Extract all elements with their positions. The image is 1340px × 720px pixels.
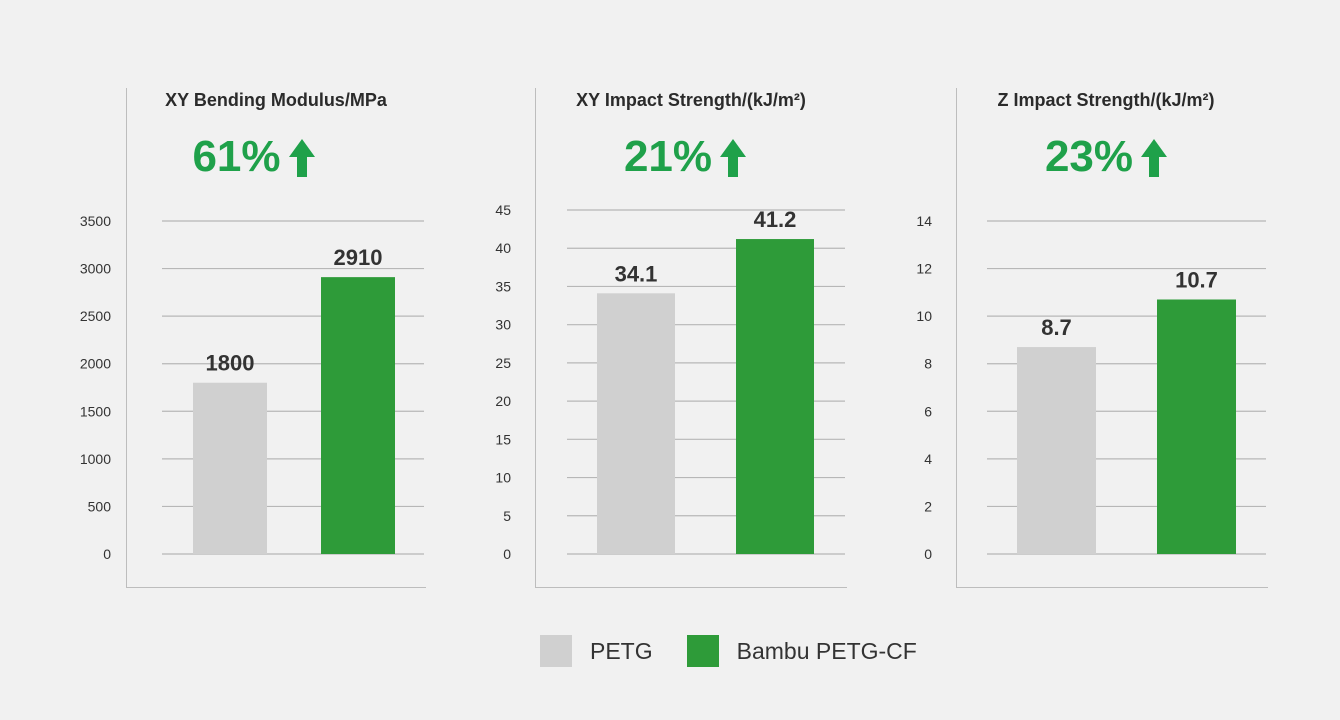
chart-title: Z Impact Strength/(kJ/m²) [997, 90, 1215, 110]
panel-frame-bottom [535, 587, 847, 588]
bar-petg [193, 382, 267, 554]
chart-title: XY Impact Strength/(kJ/m²) [576, 90, 806, 110]
bar-value-label: 8.7 [1041, 315, 1072, 340]
y-tick-label: 6 [924, 403, 932, 419]
bar-value-label: 34.1 [615, 261, 658, 286]
up-arrow-icon [288, 139, 315, 177]
panel-frame-left [535, 88, 536, 588]
bar-petg-cf [321, 277, 395, 554]
up-arrow-icon [720, 139, 747, 177]
y-tick-label: 10 [916, 308, 932, 324]
y-tick-label: 20 [495, 393, 511, 409]
y-tick-label: 2000 [80, 356, 111, 372]
panel-frame-left [956, 88, 957, 588]
y-tick-label: 8 [924, 356, 932, 372]
bar-value-label: 41.2 [754, 207, 797, 232]
increase-percent: 23% [1044, 132, 1134, 181]
y-tick-label: 500 [88, 498, 112, 514]
increase-indicator: 61% [126, 132, 381, 182]
y-tick-label: 2500 [80, 308, 111, 324]
up-arrow-icon [1141, 139, 1168, 177]
chart-title: XY Bending Modulus/MPa [165, 90, 387, 110]
bar-petg-cf [1157, 299, 1236, 554]
bar-value-label: 2910 [334, 245, 383, 270]
y-tick-label: 0 [503, 546, 511, 562]
bar-petg [597, 293, 675, 554]
legend-item-petg-cf: Bambu PETG-CF [686, 635, 917, 667]
legend: PETG Bambu PETG-CF [540, 635, 951, 667]
increase-indicator: 23% [956, 132, 1256, 182]
y-tick-label: 0 [924, 546, 932, 562]
legend-swatch-petg-cf [686, 635, 719, 667]
bar-value-label: 1800 [206, 351, 255, 376]
y-tick-label: 45 [495, 202, 511, 218]
y-tick-label: 3500 [80, 213, 111, 229]
y-tick-label: 14 [916, 213, 932, 229]
increase-percent: 21% [623, 132, 713, 181]
y-tick-label: 40 [495, 240, 511, 256]
y-tick-label: 1500 [80, 403, 111, 419]
legend-item-petg: PETG [540, 635, 653, 667]
y-tick-label: 5 [503, 508, 511, 524]
y-tick-label: 2 [924, 498, 932, 514]
bar-petg-cf [736, 239, 814, 554]
y-tick-label: 30 [495, 317, 511, 333]
y-tick-label: 15 [495, 431, 511, 447]
legend-swatch-petg [540, 635, 572, 667]
chart-panel-xy-impact: XY Impact Strength/(kJ/m²) 21% [535, 88, 847, 588]
panel-frame-bottom [126, 587, 426, 588]
panel-frame-left [126, 88, 127, 588]
y-tick-label: 1000 [80, 451, 111, 467]
y-tick-label: 4 [924, 451, 932, 467]
legend-label: Bambu PETG-CF [736, 637, 917, 664]
y-tick-label: 35 [495, 278, 511, 294]
legend-label: PETG [590, 637, 653, 664]
bar-petg [1017, 347, 1096, 554]
bar-value-label: 10.7 [1175, 267, 1218, 292]
y-tick-label: 3000 [80, 261, 111, 277]
increase-indicator: 21% [535, 132, 835, 182]
increase-percent: 61% [192, 132, 281, 181]
y-tick-label: 25 [495, 355, 511, 371]
y-tick-label: 12 [916, 261, 932, 277]
y-tick-label: 10 [495, 470, 511, 486]
chart-panel-z-impact: Z Impact Strength/(kJ/m²) 23% [956, 88, 1268, 588]
chart-panel-bending-modulus: XY Bending Modulus/MPa 61% [126, 88, 426, 588]
y-tick-label: 0 [103, 546, 111, 562]
panel-frame-bottom [956, 587, 1268, 588]
